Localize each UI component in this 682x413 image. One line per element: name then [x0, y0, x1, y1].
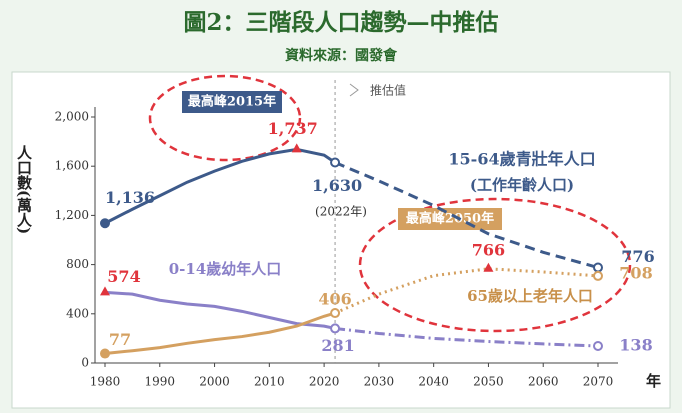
x-tick-label: 2020: [309, 375, 340, 389]
x-tick-label: 1990: [145, 375, 176, 389]
series-label: 15-64歲青壯年人口: [448, 150, 595, 169]
data-label: 138: [619, 336, 652, 355]
data-label: 1,136: [105, 188, 155, 207]
data-label: 1,630: [312, 176, 362, 195]
x-tick-label: 2050: [473, 375, 504, 389]
data-label: 766: [472, 240, 505, 259]
peak-marker: [483, 262, 494, 272]
x-tick-label: 2000: [199, 375, 230, 389]
annotation: 最高峰2050年: [406, 211, 494, 227]
highlight-ellipse: [148, 74, 302, 162]
annotation-box: [182, 91, 282, 113]
peak-marker: [291, 143, 302, 153]
annotation: (工作年齡人口): [470, 176, 574, 194]
point: [330, 308, 341, 319]
y-tick-label: 1,200: [55, 208, 89, 222]
x-tick-label: 2070: [583, 375, 614, 389]
line: [334, 326, 599, 348]
data-label: 77: [109, 330, 131, 349]
point: [330, 157, 341, 168]
data-label: 281: [321, 336, 354, 355]
data-label: 776: [621, 247, 654, 266]
point: [330, 323, 341, 334]
point: [593, 262, 603, 273]
y-tick-label: 2,000: [55, 110, 89, 124]
series-label: 0-14歲幼年人口: [169, 260, 282, 278]
annotation: 推估值: [370, 83, 406, 98]
annotation-box: [398, 208, 502, 230]
arrow: [349, 83, 359, 97]
line: [334, 267, 599, 315]
point: [100, 348, 110, 359]
annotation: (2022年): [315, 205, 367, 219]
y-tick-label: 400: [66, 306, 89, 320]
chart-panel: [11, 71, 671, 409]
x-tick-label: 2060: [528, 375, 559, 389]
annotation: 最高峰2015年: [188, 94, 276, 110]
chart-title: 圖2：三階段人口趨勢—中推估: [183, 9, 498, 36]
line: [104, 311, 336, 356]
chart-subtitle: 資料來源：國發會: [285, 47, 398, 64]
x-tick-label: 2040: [418, 375, 449, 389]
line: [104, 147, 336, 225]
data-label: 574: [107, 267, 140, 286]
y-tick-label: 1,600: [55, 159, 89, 173]
y-axis-label: 人口數(萬人): [15, 145, 33, 234]
y-tick-label: 0: [81, 356, 89, 370]
y-tick-label: 800: [66, 257, 89, 271]
highlight-ellipse: [358, 197, 632, 333]
line: [334, 161, 599, 269]
series-label: 65歲以上老年人口: [467, 287, 593, 305]
data-label: 708: [619, 263, 652, 282]
data-label: 406: [318, 290, 351, 309]
point: [100, 218, 110, 229]
x-axis-label: 年: [646, 372, 661, 390]
peak-marker: [100, 286, 110, 296]
x-tick-label: 2030: [364, 375, 395, 389]
x-tick-label: 1980: [90, 375, 121, 389]
line: [104, 290, 336, 330]
data-label: 1,737: [268, 119, 318, 138]
point: [593, 341, 603, 352]
point: [593, 270, 603, 281]
x-tick-label: 2010: [254, 375, 285, 389]
